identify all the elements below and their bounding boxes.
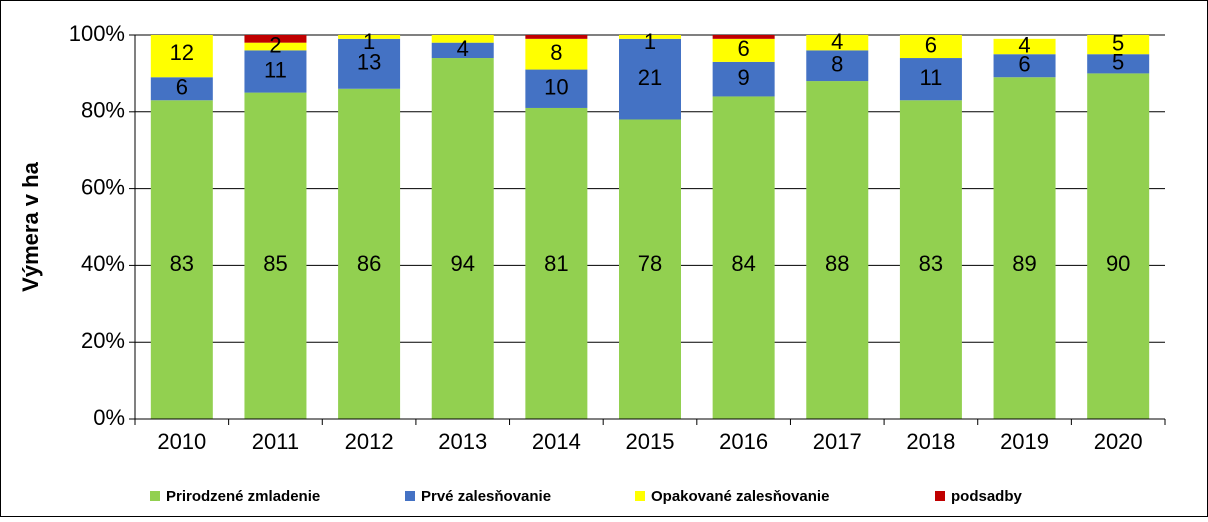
data-label: 78: [638, 251, 662, 276]
data-label: 4: [1018, 32, 1030, 57]
data-label: 6: [1018, 52, 1030, 77]
data-label: 2: [269, 32, 281, 57]
bar-segment: [899, 58, 962, 101]
bar-segment: [525, 35, 588, 39]
y-tick-label: 40%: [81, 251, 125, 276]
x-tick-label: 2011: [252, 429, 299, 454]
bar-segment: [806, 35, 869, 51]
legend-label: podsadby: [951, 488, 1022, 505]
x-tick-label: 2016: [719, 429, 768, 454]
legend-label: Prirodzené zmladenie: [166, 488, 320, 505]
legend-swatch: [150, 491, 160, 501]
y-tick-label: 80%: [81, 98, 125, 123]
legend-swatch: [635, 491, 645, 501]
data-label: 8: [550, 40, 562, 65]
data-label: 4: [457, 36, 469, 61]
data-label: 83: [919, 251, 943, 276]
data-label: 6: [738, 36, 750, 61]
bar-segment: [712, 35, 775, 39]
bar-segment: [338, 35, 401, 39]
x-tick-label: 2010: [157, 429, 206, 454]
bar-segment: [712, 61, 775, 97]
data-label: 88: [825, 251, 849, 276]
data-label: 13: [357, 50, 381, 75]
bar-segment: [899, 100, 962, 419]
bar-segment: [525, 107, 588, 419]
data-label: 9: [738, 65, 750, 90]
data-label: 6: [176, 75, 188, 100]
bar-segment: [244, 35, 307, 43]
x-tick-label: 2017: [813, 429, 862, 454]
bar-segment: [619, 35, 681, 39]
bar-segment: [431, 35, 494, 43]
bar-segment: [1087, 35, 1150, 55]
data-label: 11: [264, 57, 287, 82]
y-tick-label: 20%: [81, 328, 125, 353]
data-label: 11: [919, 65, 942, 90]
bar-segment: [525, 69, 588, 108]
data-label: 83: [170, 251, 194, 276]
x-tick-label: 2019: [1000, 429, 1049, 454]
x-tick-label: 2020: [1094, 429, 1143, 454]
bar-segment: [338, 38, 401, 89]
data-label: 4: [831, 29, 843, 54]
data-label: 8: [831, 52, 843, 77]
legend-label: Opakované zalesňovanie: [651, 488, 829, 505]
bar-segment: [899, 35, 962, 59]
data-label: 12: [170, 40, 194, 65]
y-tick-label: 0%: [93, 405, 125, 430]
bar-segment: [993, 54, 1056, 78]
legend-swatch: [405, 491, 415, 501]
data-label: 1: [644, 29, 656, 54]
x-tick-label: 2018: [906, 429, 955, 454]
legend-swatch: [935, 491, 945, 501]
x-tick-label: 2013: [438, 429, 487, 454]
data-label: 94: [450, 251, 474, 276]
bar-segment: [525, 38, 588, 70]
data-label: 84: [731, 251, 755, 276]
data-label: 5: [1112, 30, 1124, 55]
bar-segment: [1087, 54, 1150, 74]
y-axis-label: Výmera v ha: [18, 161, 43, 291]
bar-segment: [993, 77, 1056, 419]
data-label: 5: [1112, 50, 1124, 75]
data-label: 21: [638, 65, 662, 90]
bar-segment: [244, 42, 307, 51]
bar-segment: [150, 35, 213, 78]
data-label: 89: [1012, 251, 1036, 276]
data-label: 81: [544, 251, 568, 276]
data-label: 1: [363, 29, 375, 54]
data-label: 85: [263, 251, 287, 276]
bar-segment: [244, 50, 307, 93]
data-label: 6: [925, 32, 937, 57]
bar-segment: [619, 38, 681, 120]
data-label: 86: [357, 251, 381, 276]
bar-segment: [1087, 73, 1150, 419]
y-tick-label: 60%: [81, 174, 125, 199]
x-tick-label: 2015: [626, 429, 675, 454]
bar-segment: [150, 77, 213, 101]
bar-segment: [619, 119, 681, 419]
data-label: 10: [544, 75, 568, 100]
bar-segment: [431, 42, 494, 59]
data-label: 90: [1106, 251, 1130, 276]
bar-segment: [993, 38, 1056, 55]
bar-segment: [712, 38, 775, 62]
y-tick-label: 100%: [69, 21, 125, 46]
bar-segment: [244, 92, 307, 419]
bar-segment: [338, 88, 401, 419]
bar-segment: [712, 96, 775, 419]
bar-segment: [150, 100, 213, 419]
legend-label: Prvé zalesňovanie: [421, 488, 551, 505]
x-tick-label: 2014: [532, 429, 581, 454]
bar-segment: [806, 50, 869, 82]
x-tick-label: 2012: [345, 429, 394, 454]
bar-segment: [806, 81, 869, 419]
bar-segment: [431, 58, 494, 419]
